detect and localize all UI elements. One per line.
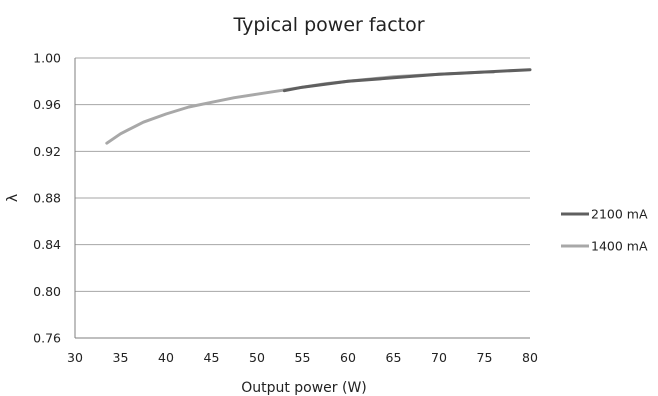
x-tick-label: 45 [204, 350, 220, 365]
x-tick-label: 60 [340, 350, 356, 365]
legend: 2100 mA 1400 mA [561, 207, 648, 254]
y-tick-label: 0.96 [33, 97, 61, 112]
x-tick-label: 55 [295, 350, 311, 365]
x-tick-label: 40 [158, 350, 174, 365]
y-tick-label: 0.80 [33, 284, 61, 299]
series-line-2100-ma [282, 68, 532, 93]
x-tick-label: 75 [477, 350, 493, 365]
y-axis-label: λ [5, 194, 21, 202]
grid-layer [75, 57, 530, 339]
legend-label: 1400 mA [591, 239, 648, 254]
y-tick-label: 0.84 [33, 237, 61, 252]
series-layer [105, 68, 532, 145]
y-tick-label: 0.92 [33, 144, 61, 159]
x-axis-label: Output power (W) [241, 380, 367, 396]
series-line-1400-ma [105, 70, 496, 145]
tick-layer: 1.00 0.96 0.92 0.88 0.84 0.80 0.76 30 35 40 45 50 55… [33, 51, 538, 366]
x-tick-label: 80 [522, 350, 538, 365]
x-tick-label: 65 [386, 350, 402, 365]
x-tick-label: 50 [249, 350, 265, 365]
axis-layer [74, 58, 530, 339]
x-tick-label: 30 [67, 350, 83, 365]
x-tick-label: 35 [113, 350, 129, 365]
chart-title: Typical power factor [232, 14, 424, 36]
x-tick-label: 70 [431, 350, 447, 365]
y-tick-label: 0.76 [33, 331, 61, 346]
y-tick-label: 1.00 [33, 51, 61, 66]
legend-label: 2100 mA [591, 207, 648, 222]
y-tick-label: 0.88 [33, 191, 61, 206]
